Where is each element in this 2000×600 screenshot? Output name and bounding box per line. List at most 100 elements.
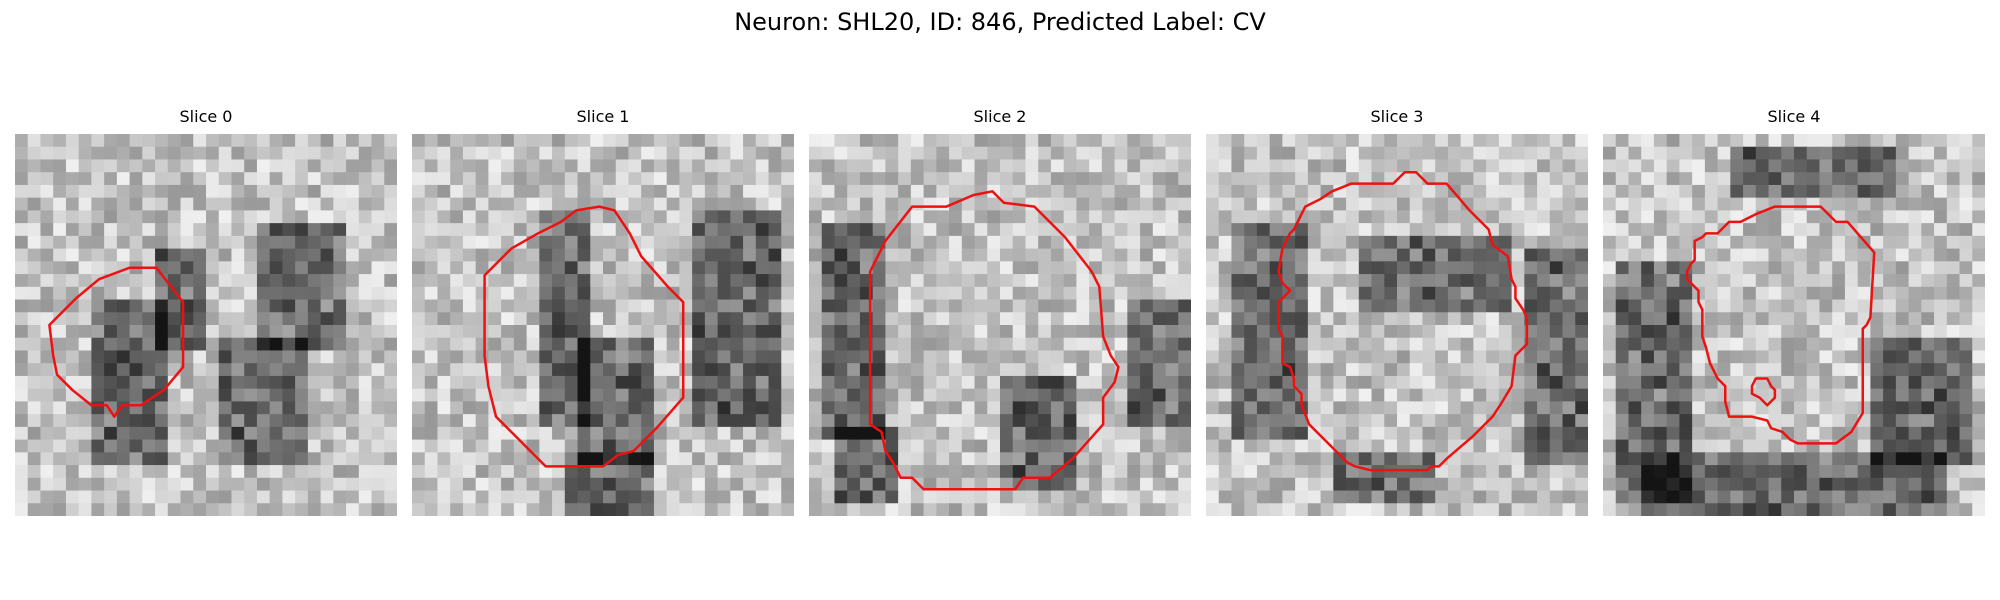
pixel-cell xyxy=(1269,146,1284,161)
pixel-cell xyxy=(1717,159,1732,173)
pixel-cell xyxy=(692,235,706,250)
pixel-cell xyxy=(781,134,794,148)
pixel-cell xyxy=(987,363,1001,377)
pixel-cell xyxy=(1435,274,1449,288)
pixel-cell xyxy=(1959,197,1974,212)
pixel-cell xyxy=(1206,465,1220,479)
pixel-cell xyxy=(641,312,655,326)
pixel-cell xyxy=(180,223,195,237)
pixel-cell xyxy=(91,439,105,454)
pixel-cell xyxy=(539,235,553,250)
pixel-cell xyxy=(501,337,515,352)
pixel-cell xyxy=(1883,363,1897,377)
pixel-cell xyxy=(1857,197,1872,212)
pixel-cell xyxy=(1666,375,1681,390)
pixel-cell xyxy=(730,490,744,505)
pixel-cell xyxy=(1883,235,1897,250)
pixel-cell xyxy=(1012,261,1027,275)
pixel-cell xyxy=(1269,210,1284,224)
pixel-cell xyxy=(577,172,592,186)
pixel-cell xyxy=(53,401,67,415)
pixel-cell xyxy=(936,426,950,441)
pixel-cell xyxy=(847,477,861,492)
pixel-cell xyxy=(1206,299,1220,314)
pixel-cell xyxy=(768,490,783,505)
pixel-cell xyxy=(949,388,963,403)
pixel-cell xyxy=(142,184,156,199)
pixel-cell xyxy=(1870,426,1884,441)
pixel-cell xyxy=(1473,426,1487,441)
pixel-cell xyxy=(704,414,719,428)
pixel-cell xyxy=(1038,134,1052,148)
pixel-cell xyxy=(1460,325,1475,339)
pixel-cell xyxy=(923,426,938,441)
pixel-cell xyxy=(1844,426,1859,441)
pixel-cell xyxy=(949,401,963,415)
pixel-cell xyxy=(577,248,592,263)
pixel-cell xyxy=(1422,388,1436,403)
pixel-cell xyxy=(1844,439,1859,454)
pixel-cell xyxy=(1653,274,1668,288)
pixel-cell xyxy=(155,375,169,390)
pixel-cell xyxy=(834,375,848,390)
pixel-cell xyxy=(615,375,630,390)
pixel-cell xyxy=(437,414,451,428)
pixel-cell xyxy=(1435,223,1449,237)
pixel-cell xyxy=(1050,146,1065,161)
pixel-cell xyxy=(1934,350,1948,364)
pixel-cell xyxy=(167,197,182,212)
segmentation-contour xyxy=(1687,207,1874,444)
pixel-cell xyxy=(437,134,451,148)
pixel-cell xyxy=(809,414,823,428)
pixel-cell xyxy=(412,248,426,263)
pixel-cell xyxy=(384,184,397,199)
pixel-cell xyxy=(923,248,938,263)
pixel-cell xyxy=(1473,452,1487,466)
pixel-cell xyxy=(1101,414,1116,428)
pixel-cell xyxy=(1755,401,1770,415)
pixel-cell xyxy=(987,439,1001,454)
pixel-cell xyxy=(15,414,29,428)
pixel-cell xyxy=(1857,299,1872,314)
pixel-cell xyxy=(320,197,335,212)
pixel-cell xyxy=(910,312,925,326)
pixel-cell xyxy=(1844,134,1859,148)
pixel-cell xyxy=(987,235,1001,250)
pixel-cell xyxy=(1653,439,1668,454)
pixel-cell xyxy=(1127,197,1141,212)
pixel-cell xyxy=(834,465,848,479)
pixel-cell xyxy=(1832,414,1846,428)
pixel-cell xyxy=(462,388,477,403)
pixel-cell xyxy=(1946,134,1961,148)
pixel-cell xyxy=(910,248,925,263)
pixel-cell xyxy=(755,299,770,314)
pixel-cell xyxy=(1666,235,1681,250)
pixel-cell xyxy=(15,426,29,441)
pixel-cell xyxy=(936,414,950,428)
pixel-cell xyxy=(65,223,80,237)
pixel-cell xyxy=(1050,210,1065,224)
pixel-cell xyxy=(462,210,477,224)
pixel-cell xyxy=(1972,465,1985,479)
pixel-cell xyxy=(295,414,309,428)
pixel-cell xyxy=(615,465,630,479)
pixel-cell xyxy=(1231,134,1245,148)
pixel-cell xyxy=(462,274,477,288)
pixel-cell xyxy=(1140,146,1154,161)
pixel-cell xyxy=(1101,286,1116,301)
pixel-cell xyxy=(1832,426,1846,441)
pixel-cell xyxy=(1282,312,1296,326)
pixel-cell xyxy=(78,184,93,199)
pixel-cell xyxy=(295,490,309,505)
pixel-cell xyxy=(923,274,938,288)
pixel-cell xyxy=(91,490,105,505)
pixel-cell xyxy=(1562,503,1577,516)
pixel-cell xyxy=(834,261,848,275)
pixel-cell xyxy=(282,197,296,212)
pixel-cell xyxy=(1397,414,1411,428)
pixel-cell xyxy=(384,248,397,263)
pixel-cell xyxy=(885,197,899,212)
pixel-cell xyxy=(1921,337,1935,352)
pixel-cell xyxy=(1603,223,1617,237)
pixel-cell xyxy=(1409,286,1424,301)
